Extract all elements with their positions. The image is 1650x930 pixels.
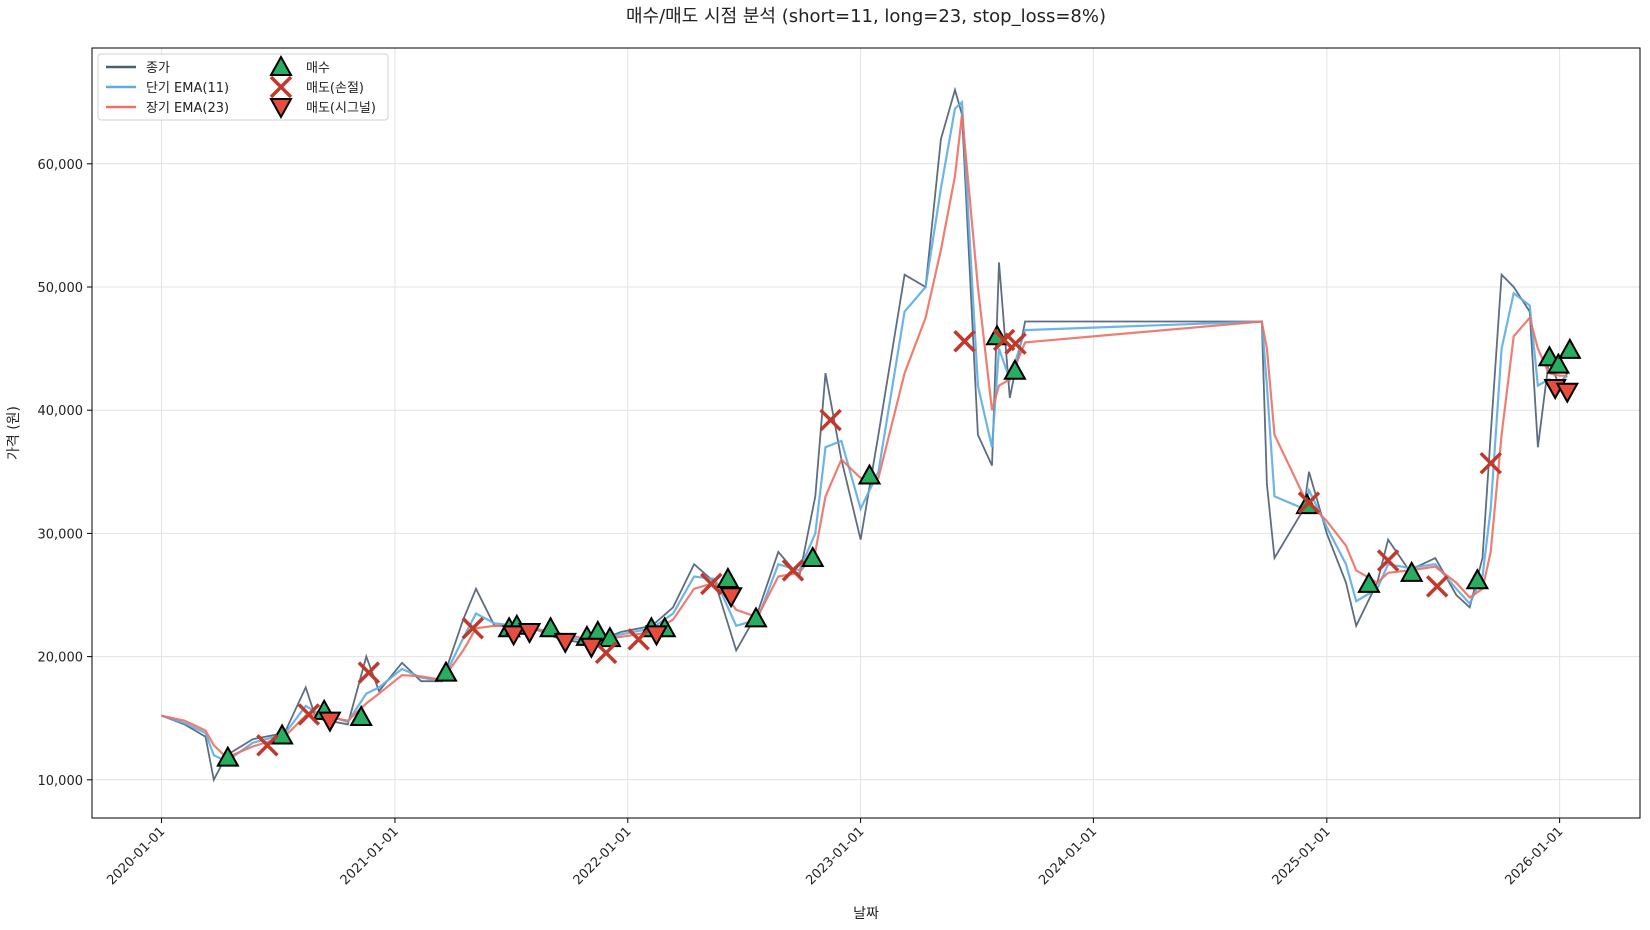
buy-marker: [270, 723, 294, 745]
legend-label: 매도(시그널): [306, 101, 376, 116]
legend-label: 매수: [306, 61, 330, 76]
buy-marker: [1003, 358, 1027, 380]
legend-swatch: [269, 54, 293, 76]
stop-loss-marker: [781, 559, 805, 582]
sell-signal-marker: [553, 632, 577, 654]
y-tick-label: 20,000: [38, 651, 84, 666]
price-line: [161, 86, 1569, 783]
sell-signal-marker: [1555, 382, 1579, 404]
buy-marker: [598, 626, 622, 648]
buy-marker: [744, 606, 768, 628]
buy-marker: [538, 616, 563, 638]
y-tick-label: 60,000: [38, 158, 84, 173]
stop-loss-marker: [700, 572, 723, 596]
stop-loss-marker: [297, 703, 321, 726]
x-tick-label: 2026-01-01: [1502, 824, 1566, 888]
stop-loss-marker: [1479, 451, 1502, 475]
plot-frame: [91, 47, 1641, 819]
y-tick-label: 50,000: [38, 281, 84, 296]
stop-loss-marker: [594, 641, 618, 665]
stop-loss-marker: [1425, 575, 1449, 598]
buy-marker: [1357, 571, 1381, 593]
stop-loss-marker: [256, 734, 279, 757]
y-tick-label: 40,000: [38, 404, 84, 419]
buy-marker: [716, 566, 740, 588]
sell-signal-marker: [579, 637, 604, 659]
buy-marker: [1399, 560, 1424, 582]
legend-box: [97, 53, 389, 121]
legend-label: 장기 EMA(23): [146, 101, 229, 116]
sell-signal-marker: [318, 711, 342, 733]
x-axis-label: 날짜: [853, 906, 879, 922]
buy-marker: [1465, 568, 1490, 590]
stop-loss-marker: [357, 661, 381, 684]
stop-loss-marker: [1297, 491, 1321, 514]
y-tick-label: 10,000: [38, 774, 84, 789]
stop-loss-marker: [461, 617, 485, 640]
legend-label: 종가: [146, 61, 170, 76]
legend-swatch: [269, 98, 293, 120]
buy-marker: [434, 660, 458, 682]
stop-loss-marker: [1376, 549, 1400, 572]
price-line: [161, 99, 1568, 763]
buy-marker: [349, 704, 373, 726]
stop-loss-marker: [627, 628, 650, 651]
x-tick-label: 2020-01-01: [104, 824, 168, 888]
legend-swatch: [269, 75, 293, 99]
buy-marker: [1546, 352, 1571, 374]
buy-marker: [1558, 337, 1582, 359]
buy-marker: [216, 745, 240, 767]
price-line: [161, 114, 1568, 759]
stop-loss-marker: [1004, 332, 1027, 355]
sell-signal-marker: [501, 625, 526, 647]
stop-loss-marker: [953, 329, 976, 353]
stop-loss-marker: [819, 408, 842, 432]
x-tick-label: 2021-01-01: [338, 824, 402, 888]
buy-marker: [857, 463, 882, 485]
x-tick-label: 2024-01-01: [1036, 824, 1100, 888]
sell-signal-marker: [644, 625, 669, 647]
y-tick-label: 30,000: [38, 527, 84, 542]
x-tick-label: 2023-01-01: [803, 824, 867, 888]
chart-title: 매수/매도 시점 분석 (short=11, long=23, stop_los…: [626, 6, 1106, 27]
legend-label: 매도(손절): [306, 81, 364, 96]
y-axis-label: 가격 (원): [6, 406, 22, 460]
sell-signal-marker: [517, 622, 542, 645]
legend-label: 단기 EMA(11): [146, 81, 229, 96]
buy-marker: [801, 545, 825, 568]
x-tick-label: 2025-01-01: [1270, 824, 1334, 888]
sell-signal-marker: [719, 587, 743, 609]
x-tick-label: 2022-01-01: [571, 824, 635, 888]
